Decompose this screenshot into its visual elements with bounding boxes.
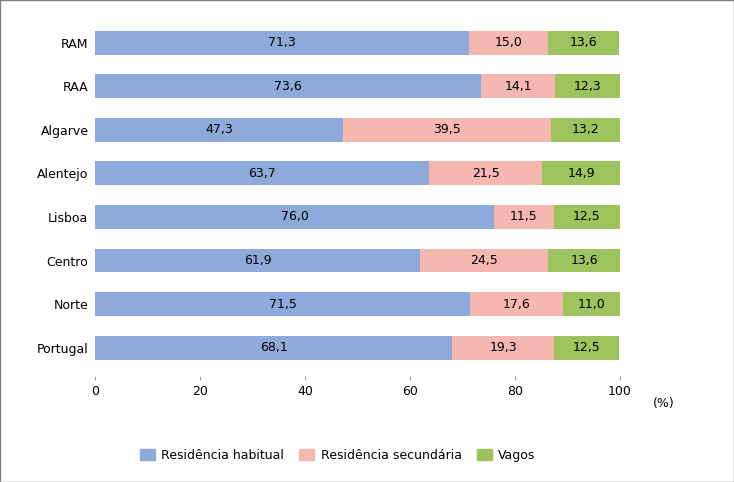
Text: 12,5: 12,5 [573,341,600,354]
Text: 21,5: 21,5 [472,167,500,180]
Text: 63,7: 63,7 [249,167,276,180]
Text: 13,6: 13,6 [570,36,597,49]
Bar [494,205,554,229]
Text: 17,6: 17,6 [503,297,530,310]
Text: 14,9: 14,9 [567,167,595,180]
Text: 61,9: 61,9 [244,254,272,267]
Text: 12,3: 12,3 [574,80,601,93]
Bar [562,292,620,316]
Bar [553,335,619,360]
Bar [420,249,548,272]
Bar [95,118,344,142]
Bar [542,161,620,186]
Bar [482,74,555,98]
Bar [95,205,494,229]
Text: (%): (%) [653,397,675,410]
Text: 14,1: 14,1 [504,80,532,93]
Text: 12,5: 12,5 [573,211,601,224]
Text: 11,0: 11,0 [578,297,606,310]
Text: 13,6: 13,6 [570,254,598,267]
Text: 39,5: 39,5 [433,123,461,136]
Bar [95,249,420,272]
Legend: Residência habitual, Residência secundária, Vagos: Residência habitual, Residência secundár… [135,443,540,467]
Bar [470,292,562,316]
Text: 76,0: 76,0 [280,211,308,224]
Bar [344,118,550,142]
Bar [95,31,469,55]
Bar [95,292,470,316]
Text: 11,5: 11,5 [510,211,538,224]
Bar [429,161,542,186]
Text: 71,3: 71,3 [269,36,297,49]
Bar [548,249,619,272]
Bar [95,161,429,186]
Bar [469,31,548,55]
Text: 68,1: 68,1 [260,341,288,354]
Bar [452,335,553,360]
Bar [95,74,482,98]
Bar [555,74,619,98]
Text: 13,2: 13,2 [571,123,599,136]
Text: 15,0: 15,0 [495,36,523,49]
Text: 73,6: 73,6 [275,80,302,93]
Text: 47,3: 47,3 [206,123,233,136]
Bar [550,118,619,142]
Bar [554,205,619,229]
Text: 24,5: 24,5 [470,254,498,267]
Bar [548,31,619,55]
Text: 71,5: 71,5 [269,297,297,310]
Text: 19,3: 19,3 [490,341,517,354]
Bar [95,335,452,360]
